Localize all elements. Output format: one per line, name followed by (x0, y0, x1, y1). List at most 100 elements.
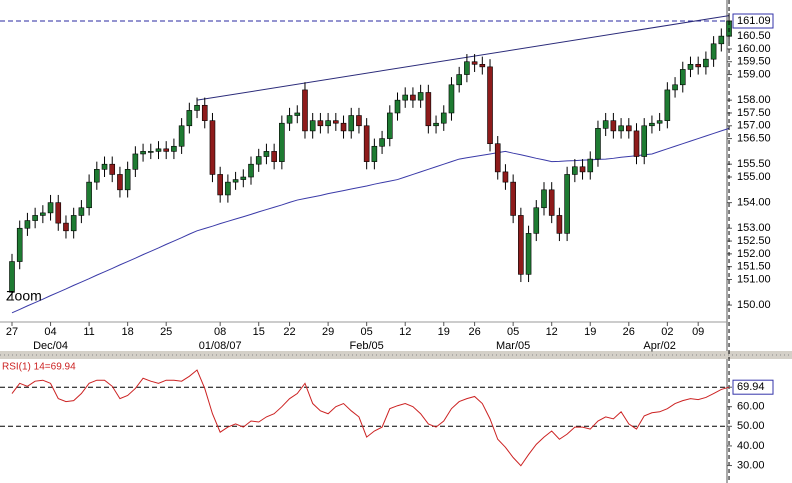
candle-body (371, 145, 378, 162)
candle-body (132, 153, 139, 170)
candle-body (255, 156, 262, 165)
y-tick-label: 151.50 (737, 261, 771, 273)
x-tick-label: 09 (692, 326, 704, 338)
candle-body (633, 130, 640, 157)
candle-body (186, 110, 193, 127)
last-value-box (732, 13, 774, 29)
candle-body (564, 174, 570, 234)
y-tick-label: 150.00 (737, 299, 771, 311)
x-tick-label: 05 (361, 326, 373, 338)
candle-body (518, 215, 524, 275)
candle-body (487, 66, 493, 145)
y-tick-label: 157.00 (737, 120, 771, 132)
candle-body (587, 158, 594, 173)
candle-body (263, 151, 270, 157)
candle-body (70, 215, 77, 232)
y-tick-label: 152.50 (737, 235, 771, 247)
candle-body (572, 166, 578, 175)
candle-body (55, 202, 62, 224)
y-tick-label: 157.50 (737, 107, 771, 119)
candle-body (294, 112, 301, 116)
x-group-label: Dec/04 (33, 340, 68, 352)
x-tick-label: 12 (399, 326, 411, 338)
candle-body (394, 99, 401, 114)
candle-body (649, 122, 655, 127)
candle-body (333, 120, 339, 124)
candle-body (672, 84, 678, 91)
y-tick-label: 153.00 (737, 222, 771, 234)
candle-body (494, 143, 501, 173)
candle-body (209, 120, 216, 175)
candle-body (510, 181, 516, 216)
y-tick-label: 159.50 (737, 56, 771, 68)
candle-body (379, 138, 385, 147)
x-tick-label: 04 (44, 326, 56, 338)
y-tick-label: 155.00 (737, 171, 771, 183)
candle-body (309, 120, 316, 132)
y-tick-label: 40.00 (737, 440, 765, 452)
candle-body (425, 92, 432, 127)
candle-body (117, 174, 123, 191)
candle-body (217, 174, 223, 196)
y-tick-label: 156.50 (737, 132, 771, 144)
candle-body (163, 148, 169, 152)
candle-body (271, 151, 277, 162)
candle-body (63, 222, 69, 232)
candle-body (440, 112, 447, 124)
candle-body (464, 61, 470, 75)
candle-body (279, 122, 285, 162)
x-group-label: Feb/05 (350, 340, 384, 352)
candle-body (194, 104, 200, 111)
candle-body (101, 163, 108, 170)
candle-body (201, 104, 208, 121)
y-tick-label: 160.00 (737, 43, 771, 55)
candle-body (225, 181, 231, 196)
candle-body (24, 220, 31, 229)
candle-body (147, 151, 154, 153)
x-tick-label: 15 (253, 326, 265, 338)
x-tick-label: 18 (122, 326, 134, 338)
x-tick-label: 26 (468, 326, 480, 338)
moving-average (11, 127, 730, 314)
candle-body (348, 115, 355, 132)
candle-body (687, 63, 694, 70)
candle-body (595, 128, 601, 160)
candle-body (502, 171, 509, 183)
candle-body (155, 148, 162, 152)
x-tick-label: 19 (438, 326, 450, 338)
candle-body (124, 169, 131, 191)
x-tick-label: 11 (83, 326, 94, 338)
candle-body (325, 120, 331, 127)
candle-body (240, 176, 247, 180)
y-tick-label: 152.00 (737, 248, 771, 260)
trendline (196, 15, 730, 101)
candle-body (109, 163, 116, 175)
candle-body (525, 233, 532, 275)
y-tick-label: 30.00 (737, 459, 765, 471)
candle-body (78, 207, 85, 216)
y-tick-label: 161.09 (737, 15, 771, 27)
candle-body (579, 166, 586, 173)
candle-body (641, 125, 648, 157)
x-tick-label: 05 (507, 326, 519, 338)
candle-body (171, 145, 177, 152)
candle-body (625, 125, 632, 132)
candle-body (386, 112, 393, 139)
candle-body (448, 84, 455, 114)
candle-body (47, 202, 54, 214)
candle-body (248, 163, 254, 178)
candle-body (479, 63, 486, 68)
candle-body (703, 58, 709, 68)
rsi-title: RSI(1) 14=69.94 (2, 362, 76, 373)
x-group-label: Mar/05 (496, 340, 530, 352)
y-tick-label: 50.00 (737, 420, 765, 432)
candle-body (602, 120, 609, 129)
candle-body (433, 122, 439, 127)
candle-body (695, 63, 701, 68)
x-tick-label: 27 (6, 326, 18, 338)
candle-body (356, 115, 362, 127)
x-group-label: Apr/02 (643, 340, 675, 352)
y-tick-label: 159.00 (737, 68, 771, 80)
